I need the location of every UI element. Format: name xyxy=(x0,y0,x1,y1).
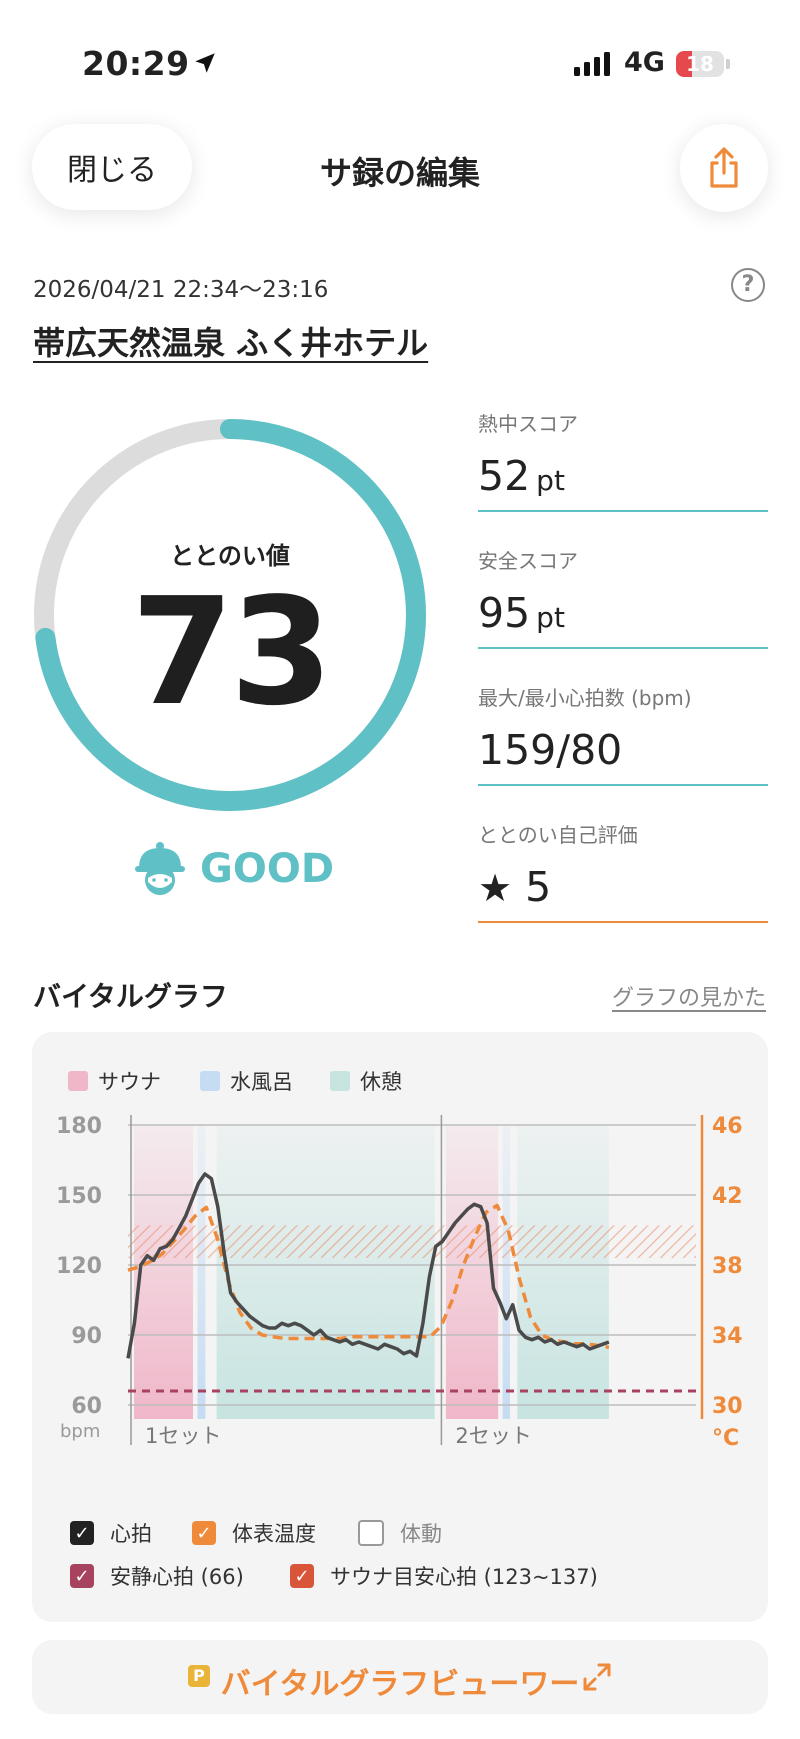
legend-swatch-sauna xyxy=(68,1071,88,1091)
session-datetime: 2026/04/21 22:34〜23:16 xyxy=(33,277,329,303)
checkbox-checked-icon: ✓ xyxy=(290,1564,314,1588)
gauge-progress xyxy=(34,419,426,811)
share-button[interactable] xyxy=(680,124,768,212)
heart-rate-line xyxy=(126,1172,610,1359)
divider xyxy=(478,647,768,649)
phase-band-sauna xyxy=(134,1125,194,1419)
divider xyxy=(478,784,768,786)
gauge-value: 73 xyxy=(131,566,333,738)
rating-text: GOOD xyxy=(200,846,335,892)
check-body-motion[interactable]: 体動 xyxy=(358,1518,442,1548)
checkbox-checked-icon: ✓ xyxy=(70,1521,94,1545)
star-icon: ★ xyxy=(478,866,513,910)
legend-cold-bath: 水風呂 xyxy=(200,1066,293,1096)
self-rating-label: ととのい自己評価 xyxy=(478,823,638,847)
divider xyxy=(478,510,768,512)
gauge-label: ととのい値 xyxy=(170,542,290,570)
heart-rate-range-label: 最大/最小心拍数 (bpm) xyxy=(478,686,692,710)
y-axis-unit: bpm xyxy=(60,1421,100,1442)
battery-level: 18 xyxy=(686,52,714,76)
check-resting-hr[interactable]: ✓ 安静心拍 (66) xyxy=(70,1561,244,1591)
vital-graph-title: バイタルグラフ xyxy=(33,980,228,1013)
y-tick-label: 150 xyxy=(56,1184,102,1209)
facility-link[interactable]: 帯広天然温泉 ふく井ホテル xyxy=(33,324,429,362)
legend-sauna: サウナ xyxy=(68,1066,161,1096)
y-tick-label: 90 xyxy=(71,1324,102,1349)
signal-icon xyxy=(574,52,610,76)
y-tick-label: 120 xyxy=(56,1254,102,1279)
set-label: 1セット xyxy=(145,1424,221,1448)
phase-band-rest xyxy=(517,1125,609,1419)
safety-score-label: 安全スコア xyxy=(478,549,578,573)
check-heart-rate[interactable]: ✓ 心拍 xyxy=(70,1518,152,1548)
set-label: 2セット xyxy=(455,1424,531,1448)
network-type: 4G xyxy=(624,47,665,78)
vital-viewer-button[interactable] xyxy=(32,1640,768,1714)
vital-chart: 1セット 2セット 60 90 120 150 180 30 34 38 42 46 bpm °C xyxy=(56,1114,743,1451)
checkbox-unchecked-icon xyxy=(358,1520,384,1546)
y2-tick-label: 42 xyxy=(712,1184,743,1209)
safety-score-value: 95 pt xyxy=(478,589,565,637)
graph-howto-link[interactable]: グラフの見かた xyxy=(612,986,767,1011)
battery-icon: 18 xyxy=(676,51,724,77)
y2-tick-label: 30 xyxy=(712,1394,743,1419)
checkbox-checked-icon: ✓ xyxy=(70,1564,94,1588)
totonoi-gauge xyxy=(34,419,426,811)
heat-score-value: 52 pt xyxy=(478,452,565,500)
skin-temp-line xyxy=(127,1203,610,1350)
checkbox-checked-icon: ✓ xyxy=(192,1521,216,1545)
legend-swatch-rest xyxy=(330,1071,350,1091)
help-icon[interactable]: ? xyxy=(731,268,765,302)
status-time: 20:29 xyxy=(82,44,190,83)
page-title: サ録の編集 xyxy=(319,154,480,192)
legend-swatch-cold-bath xyxy=(200,1071,220,1091)
close-button[interactable]: 閉じる xyxy=(32,124,192,210)
self-rating-value[interactable]: ★ 5 xyxy=(478,863,552,911)
y2-tick-label: 34 xyxy=(712,1324,743,1349)
share-icon xyxy=(710,147,738,188)
legend-rest: 休憩 xyxy=(330,1066,402,1096)
vital-viewer-label[interactable]: バイタルグラフビューワー xyxy=(220,1667,580,1702)
divider xyxy=(478,921,768,923)
sauna-hat-face-icon xyxy=(135,842,185,895)
y-tick-label: 60 xyxy=(71,1394,102,1419)
y-tick-label: 180 xyxy=(56,1114,102,1139)
check-skin-temp[interactable]: ✓ 体表温度 xyxy=(192,1518,316,1548)
y2-tick-label: 38 xyxy=(712,1254,743,1279)
phase-band-cold-bath xyxy=(197,1125,206,1419)
y2-tick-label: 46 xyxy=(712,1114,743,1139)
battery-tip xyxy=(726,59,730,69)
location-arrow-icon xyxy=(195,53,215,73)
y2-axis-unit: °C xyxy=(712,1426,739,1451)
heart-rate-range-value: 159/80 xyxy=(478,726,623,774)
premium-badge-icon: P xyxy=(188,1665,210,1687)
phase-band-rest xyxy=(216,1125,435,1419)
phase-band-cold-bath xyxy=(502,1125,510,1419)
heat-score-label: 熱中スコア xyxy=(478,412,578,436)
check-sauna-target-hr[interactable]: ✓ サウナ目安心拍 (123~137) xyxy=(290,1561,598,1591)
sauna-target-band xyxy=(128,1225,696,1258)
phase-band-sauna xyxy=(445,1125,499,1419)
expand-icon[interactable] xyxy=(582,1662,612,1692)
